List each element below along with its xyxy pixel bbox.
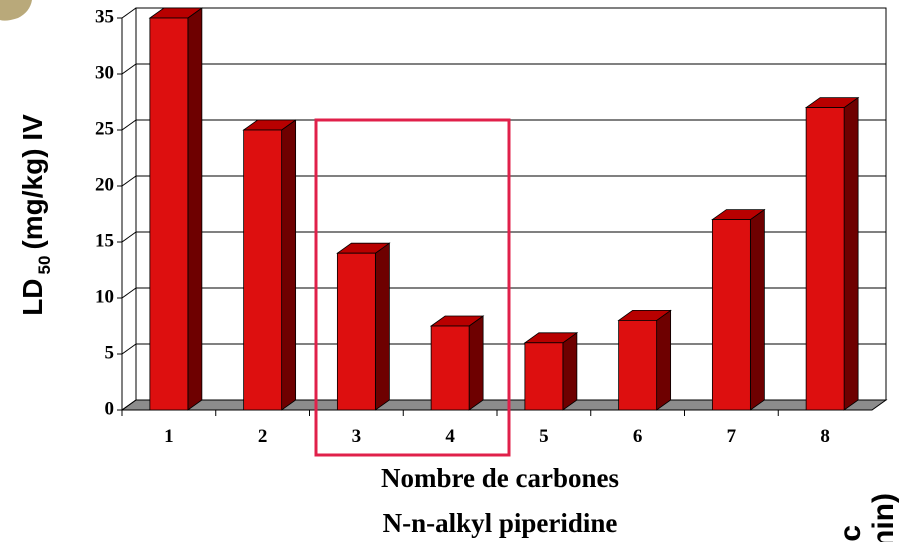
bar — [337, 243, 389, 410]
bar-front — [337, 253, 375, 410]
bar — [619, 310, 671, 410]
x-axis-label: Nombre de carbones — [381, 463, 619, 493]
x-tick-label: 4 — [445, 426, 455, 447]
x-tick-label: 3 — [352, 426, 362, 447]
y-tick-label: 20 — [95, 174, 114, 195]
x-tick-label: 5 — [539, 426, 549, 447]
x-tick-label: 1 — [164, 426, 174, 447]
bar-side — [657, 310, 671, 410]
y-axis-label: LD 50 (mg/kg) IV — [17, 114, 54, 316]
bar — [806, 98, 858, 410]
x-tick-label: 8 — [820, 426, 830, 447]
bar — [525, 333, 577, 410]
bar-front — [619, 320, 657, 410]
y-tick-label: 10 — [95, 286, 114, 307]
y-tick-label: 15 — [95, 230, 114, 251]
bar-front — [712, 220, 750, 410]
bar — [712, 210, 764, 410]
y-label-main: LD — [17, 278, 48, 315]
y-tick-label: 35 — [95, 6, 114, 27]
bar-side — [563, 333, 577, 410]
bar-front — [525, 343, 563, 410]
chart: 0 5 10 15 20 25 30 35 1 2 3 4 5 6 7 8 LD 50 (mg/kg) IV No… — [0, 0, 899, 542]
x-tick-label: 6 — [633, 426, 643, 447]
y-tick-label: 25 — [95, 118, 114, 139]
y-tick-label: 0 — [105, 398, 115, 419]
bar-front — [150, 18, 188, 410]
y-label-sub: 50 — [35, 256, 54, 275]
image-fragment — [0, 0, 32, 21]
y-tick-label: 30 — [95, 62, 114, 83]
bar-side — [282, 120, 296, 410]
bar-side — [188, 8, 202, 410]
bar-front — [806, 108, 844, 410]
bar — [150, 8, 202, 410]
annotation: nin) — [867, 493, 899, 542]
y-tick-label: 5 — [105, 342, 115, 363]
bar — [431, 316, 483, 410]
plot: 0 5 10 15 20 25 30 35 1 2 3 4 5 6 7 8 — [95, 6, 886, 447]
bar-side — [375, 243, 389, 410]
y-label-rest: (mg/kg) IV — [17, 114, 48, 250]
bar-front — [431, 326, 469, 410]
bar-side — [750, 210, 764, 410]
x-axis-label: N-n-alkyl piperidine — [383, 508, 618, 538]
annotation: oc — [834, 525, 867, 542]
x-tick-label: 2 — [258, 426, 268, 447]
floor — [122, 400, 886, 410]
bar-front — [244, 130, 282, 410]
bar-side — [844, 98, 858, 410]
bar-side — [469, 316, 483, 410]
x-tick-label: 7 — [727, 426, 737, 447]
bar — [244, 120, 296, 410]
